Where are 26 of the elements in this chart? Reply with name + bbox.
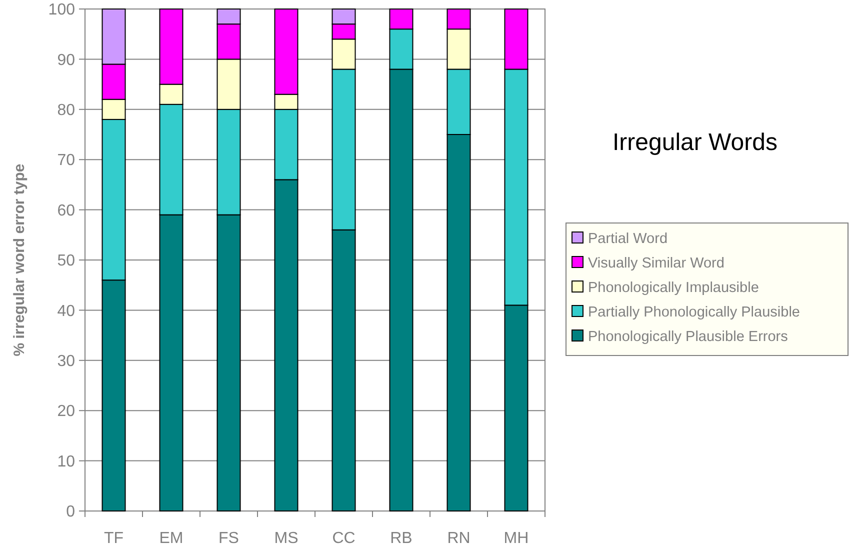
x-tick-label: RB <box>390 530 412 547</box>
x-tick-label: EM <box>159 530 184 547</box>
x-tick-label: FS <box>218 530 239 547</box>
x-tick-label: MH <box>504 530 529 547</box>
legend-label: Partially Phonologically Plausible <box>588 304 800 321</box>
y-tick-label: 100 <box>48 2 76 19</box>
y-tick-label: 40 <box>57 302 76 320</box>
text: Irregular Words <box>612 129 778 156</box>
y-tick-label: 20 <box>57 403 76 420</box>
y-axis-title: % irregular word error type <box>11 164 28 356</box>
x-tick-label: TF <box>104 530 124 547</box>
legend-label: Phonologically Plausible Errors <box>588 329 788 346</box>
y-tick-label: 10 <box>57 453 76 470</box>
x-tick-label: RN <box>447 530 470 547</box>
legend-label: Visually Similar Word <box>588 256 724 272</box>
y-tick-label: 90 <box>57 52 76 69</box>
x-tick-label: CC <box>332 530 356 547</box>
x-tick-label: MS <box>274 530 298 547</box>
y-tick-label: 30 <box>57 353 76 370</box>
legend-label: Partial Word <box>588 231 668 248</box>
y-tick-label: 70 <box>57 152 76 170</box>
y-tick-label: 0 <box>66 504 76 521</box>
legend-label: Phonologically Implausible <box>588 280 759 296</box>
y-tick-label: 60 <box>57 202 76 220</box>
y-tick-label: 80 <box>57 102 76 119</box>
y-tick-label: 50 <box>57 252 76 270</box>
